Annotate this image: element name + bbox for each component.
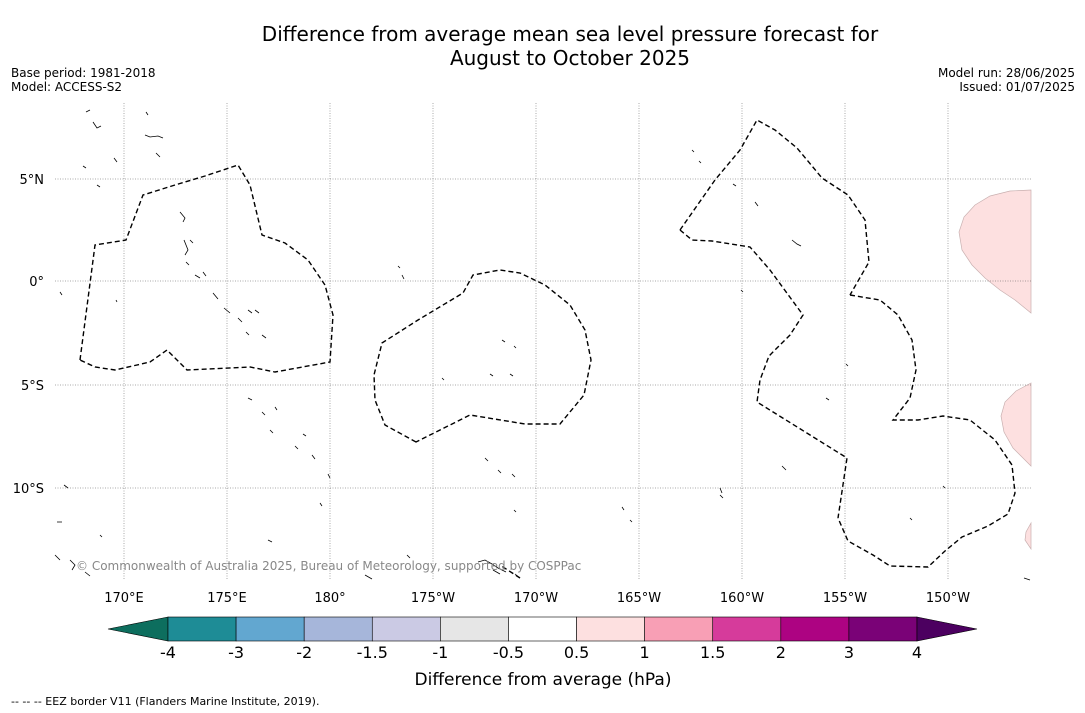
colorbar-bin (644, 616, 714, 642)
colorbar-bin (440, 616, 509, 642)
longitude-ticks: 170°E 175°E 180° 175°W 170°W 165°W 160°W… (104, 591, 970, 606)
lon-tick-165w: 165°W (617, 591, 661, 606)
island-gilberts-chain (59, 211, 267, 339)
island-marshall-chain (82, 109, 164, 188)
eez-french-polynesia-north (837, 294, 1016, 568)
colorbar-bins (167, 616, 918, 642)
eez-kiribati-line-lower (679, 229, 848, 519)
lat-tick-10s: 10°S (13, 482, 44, 497)
issued-date: Issued: 01/07/2025 (959, 80, 1075, 94)
island-tuvalu-chain (247, 397, 331, 507)
copyright-notice: © Commonwealth of Australia 2025, Bureau… (76, 559, 581, 573)
colorbar-tick-label: 1.5 (700, 643, 725, 662)
colorbar: -4 -3 -2 -1.5 -1 -0.5 0.5 1 1.5 2 3 4 Difference fr… (107, 616, 978, 690)
anomaly-region-southeast (1024, 521, 1032, 551)
chart-title: Difference from average mean sea level p… (0, 22, 1085, 70)
anomaly-region-east (1000, 382, 1032, 467)
colorbar-tick-label: -3 (228, 643, 244, 662)
islands (54, 109, 1031, 581)
colorbar-bin (712, 616, 782, 642)
eez-borders (79, 119, 1016, 579)
title-line-1: Difference from average mean sea level p… (261, 22, 879, 46)
colorbar-tick-label: -0.5 (493, 643, 524, 662)
eez-kiribati-line-islands (679, 119, 870, 296)
lon-tick-160w: 160°W (720, 591, 764, 606)
colorbar-tick-label: -1.5 (357, 643, 388, 662)
anomaly-region-northeast (958, 189, 1032, 314)
colorbar-bin (235, 616, 305, 642)
colorbar-tick-label: 4 (912, 643, 922, 662)
lat-tick-5n: 5°N (20, 173, 45, 188)
colorbar-tick-label: -4 (160, 643, 176, 662)
island-phoenix-group (397, 265, 517, 513)
lon-tick-170e: 170°E (104, 591, 144, 606)
colorbar-under-arrow (107, 616, 169, 642)
lon-tick-170w: 170°W (514, 591, 558, 606)
colorbar-tick-label: 0.5 (564, 643, 589, 662)
lat-tick-5s: 5°S (21, 379, 44, 394)
colorbar-bin (167, 616, 237, 642)
colorbar-tick-label: 3 (844, 643, 854, 662)
lat-tick-0: 0° (29, 275, 44, 290)
eez-footnote: -- -- -- EEZ border V11 (Flanders Marine… (11, 695, 320, 708)
colorbar-bin (371, 616, 441, 642)
lon-tick-175e: 175°E (207, 591, 247, 606)
latitude-ticks: 5°N 0° 5°S 10°S (13, 173, 44, 497)
map-area (55, 103, 1031, 580)
title-line-2: August to October 2025 (449, 46, 691, 70)
lon-tick-180: 180° (314, 591, 345, 606)
base-period: Base period: 1981-2018 (11, 66, 156, 80)
colorbar-bin (508, 616, 577, 642)
eez-tokelau (373, 269, 592, 443)
model-run-date: Model run: 28/06/2025 (937, 66, 1075, 80)
island-line-islands (691, 149, 1031, 581)
colorbar-over-arrow (916, 616, 978, 642)
colorbar-tick-label: -2 (296, 643, 312, 662)
colorbar-tick-labels: -4 -3 -2 -1.5 -1 -0.5 0.5 1 1.5 2 3 4 (160, 643, 922, 662)
island-samoa-group (477, 506, 633, 579)
colorbar-tick-label: 2 (776, 643, 786, 662)
eez-kiribati-gilberts (79, 164, 334, 373)
base-info: Base period: 1981-2018 Model: ACCESS-S2 (11, 66, 156, 94)
colorbar-bin (848, 616, 918, 642)
colorbar-title: Difference from average (hPa) (415, 670, 672, 690)
colorbar-tick-label: 1 (640, 643, 650, 662)
model-name: Model: ACCESS-S2 (11, 80, 123, 94)
island-fiji-group (54, 484, 411, 580)
run-info: Model run: 28/06/2025 Issued: 01/07/2025 (938, 66, 1075, 94)
lon-tick-150w: 150°W (926, 591, 970, 606)
colorbar-bin (780, 616, 850, 642)
colorbar-bin (303, 616, 373, 642)
lon-tick-175w: 175°W (411, 591, 455, 606)
colorbar-bin (576, 616, 645, 642)
colorbar-tick-label: -1 (432, 643, 448, 662)
gridlines (55, 103, 1031, 580)
lon-tick-155w: 155°W (823, 591, 867, 606)
anomaly-shading (958, 189, 1032, 551)
